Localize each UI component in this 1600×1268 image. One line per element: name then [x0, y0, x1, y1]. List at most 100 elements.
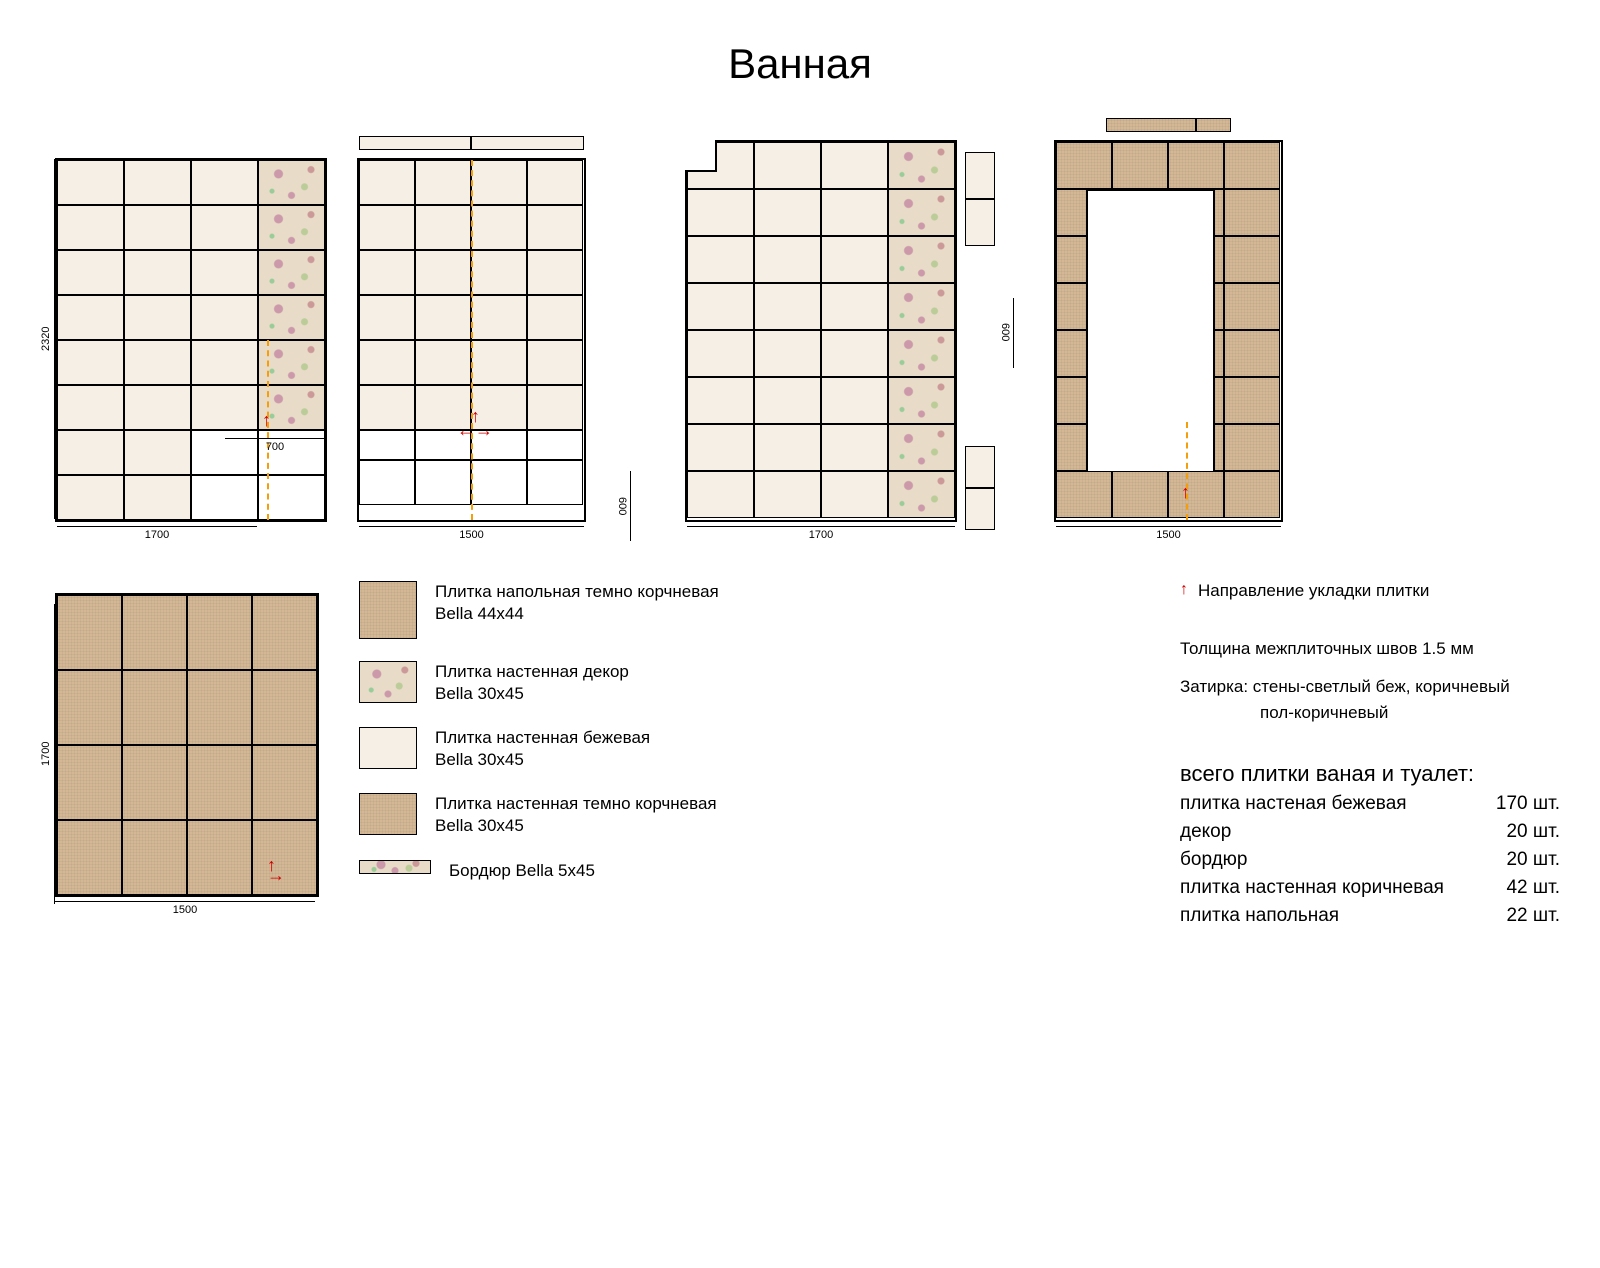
up-arrow-icon: ↑ — [1180, 581, 1188, 599]
totals-label: декор — [1180, 821, 1231, 843]
wall-3-notch — [685, 140, 717, 172]
tile — [687, 377, 754, 424]
legend-swatch — [359, 661, 417, 703]
wall-4-bottom-dim: 1500 — [1056, 526, 1281, 541]
wall-4-top-strip — [1106, 118, 1231, 132]
tile — [1224, 236, 1280, 283]
totals-row: плитка настенная коричневая42 шт. — [1180, 877, 1560, 899]
legend: Плитка напольная темно корчневаяBella 44… — [359, 581, 1140, 927]
tile — [258, 250, 325, 295]
tile — [258, 160, 325, 205]
tile — [527, 340, 583, 385]
tile — [415, 340, 471, 385]
legend-item: Плитка настенная бежеваяBella 30x45 — [359, 727, 1140, 771]
tile — [359, 160, 415, 205]
wall-1-bottom-dim: 1700 — [57, 526, 257, 541]
grout-color-line1: Затирка: стены-светлый беж, коричневый — [1180, 677, 1560, 697]
tile — [888, 471, 955, 518]
tile — [888, 189, 955, 236]
floor-arrow-icon: ↑→ — [267, 855, 276, 876]
tile — [359, 205, 415, 250]
wall-3-door-strip — [965, 152, 995, 530]
tile — [821, 142, 888, 189]
direction-note: ↑ Направление укладки плитки — [1180, 581, 1560, 601]
tile — [471, 250, 527, 295]
tile — [527, 250, 583, 295]
tile — [754, 283, 821, 330]
tile — [122, 595, 187, 670]
totals-row: плитка напольная22 шт. — [1180, 905, 1560, 927]
tile — [57, 430, 124, 475]
tile — [57, 820, 122, 895]
tile — [1112, 471, 1168, 518]
walls-row: 2320 700↑ 1700 ←→↑ 1500 600 1700 — [40, 118, 1560, 541]
legend-text: Бордюр Bella 5x45 — [449, 860, 595, 882]
tile — [57, 475, 124, 520]
wall-3-bottom-dim: 1700 — [687, 526, 955, 541]
floor-bottom-dim: 1500 — [55, 901, 315, 916]
tile — [1224, 142, 1280, 189]
tile — [888, 142, 955, 189]
tile — [415, 250, 471, 295]
tile — [527, 295, 583, 340]
tile — [821, 424, 888, 471]
tile — [57, 295, 124, 340]
tile — [187, 670, 252, 745]
tile — [57, 745, 122, 820]
tile — [821, 283, 888, 330]
tile — [527, 430, 583, 460]
tile — [57, 385, 124, 430]
tile — [527, 205, 583, 250]
tile — [527, 460, 583, 505]
direction-label: Направление укладки плитки — [1198, 581, 1429, 601]
wall-4-door-opening — [1086, 189, 1215, 471]
tile — [687, 424, 754, 471]
legend-item: Плитка настенная темно корчневаяBella 30… — [359, 793, 1140, 837]
totals-label: плитка настенная коричневая — [1180, 877, 1444, 899]
wall-3 — [685, 140, 957, 522]
tile — [527, 385, 583, 430]
totals-label: плитка настеная бежевая — [1180, 793, 1407, 815]
tile — [191, 250, 258, 295]
wall-2-600-dim: 600 — [616, 471, 631, 541]
totals-row: бордюр20 шт. — [1180, 849, 1560, 871]
tile — [1224, 424, 1280, 471]
tile — [187, 745, 252, 820]
tile — [687, 330, 754, 377]
legend-text: Плитка настенная декорBella 30x45 — [435, 661, 629, 705]
tile — [57, 205, 124, 250]
direction-arrow-icon: ↑ — [1181, 482, 1190, 503]
tile — [888, 424, 955, 471]
tile — [57, 595, 122, 670]
tile — [57, 250, 124, 295]
grout-color-note: Затирка: стены-светлый беж, коричневый п… — [1180, 677, 1560, 723]
wall-1-cut-dim: 700 — [225, 438, 325, 453]
tile — [471, 160, 527, 205]
legend-item: Плитка напольная темно корчневаяBella 44… — [359, 581, 1140, 639]
tile — [57, 670, 122, 745]
bottom-row: 1700 ↑→ 1500 Плитка напольная темно корч… — [40, 581, 1560, 927]
tile — [187, 820, 252, 895]
tile — [415, 160, 471, 205]
page-title: Ванная — [40, 40, 1560, 88]
tile — [471, 295, 527, 340]
tile — [57, 160, 124, 205]
tile — [754, 471, 821, 518]
totals-qty: 20 шт. — [1506, 849, 1560, 871]
tile — [415, 460, 471, 505]
tile — [359, 385, 415, 430]
tile — [1112, 142, 1168, 189]
tile — [754, 236, 821, 283]
legend-item: Плитка настенная декорBella 30x45 — [359, 661, 1140, 705]
totals-block: всего плитки ваная и туалет: плитка наст… — [1180, 761, 1560, 927]
tile — [191, 205, 258, 250]
totals-row: декор20 шт. — [1180, 821, 1560, 843]
tile — [754, 142, 821, 189]
tile — [754, 189, 821, 236]
legend-swatch — [359, 860, 431, 874]
legend-text: Плитка настенная бежеваяBella 30x45 — [435, 727, 650, 771]
wall-3-group: 1700 600 — [685, 140, 1014, 541]
legend-text: Плитка настенная темно корчневаяBella 30… — [435, 793, 717, 837]
tile — [191, 295, 258, 340]
tile — [191, 475, 258, 520]
